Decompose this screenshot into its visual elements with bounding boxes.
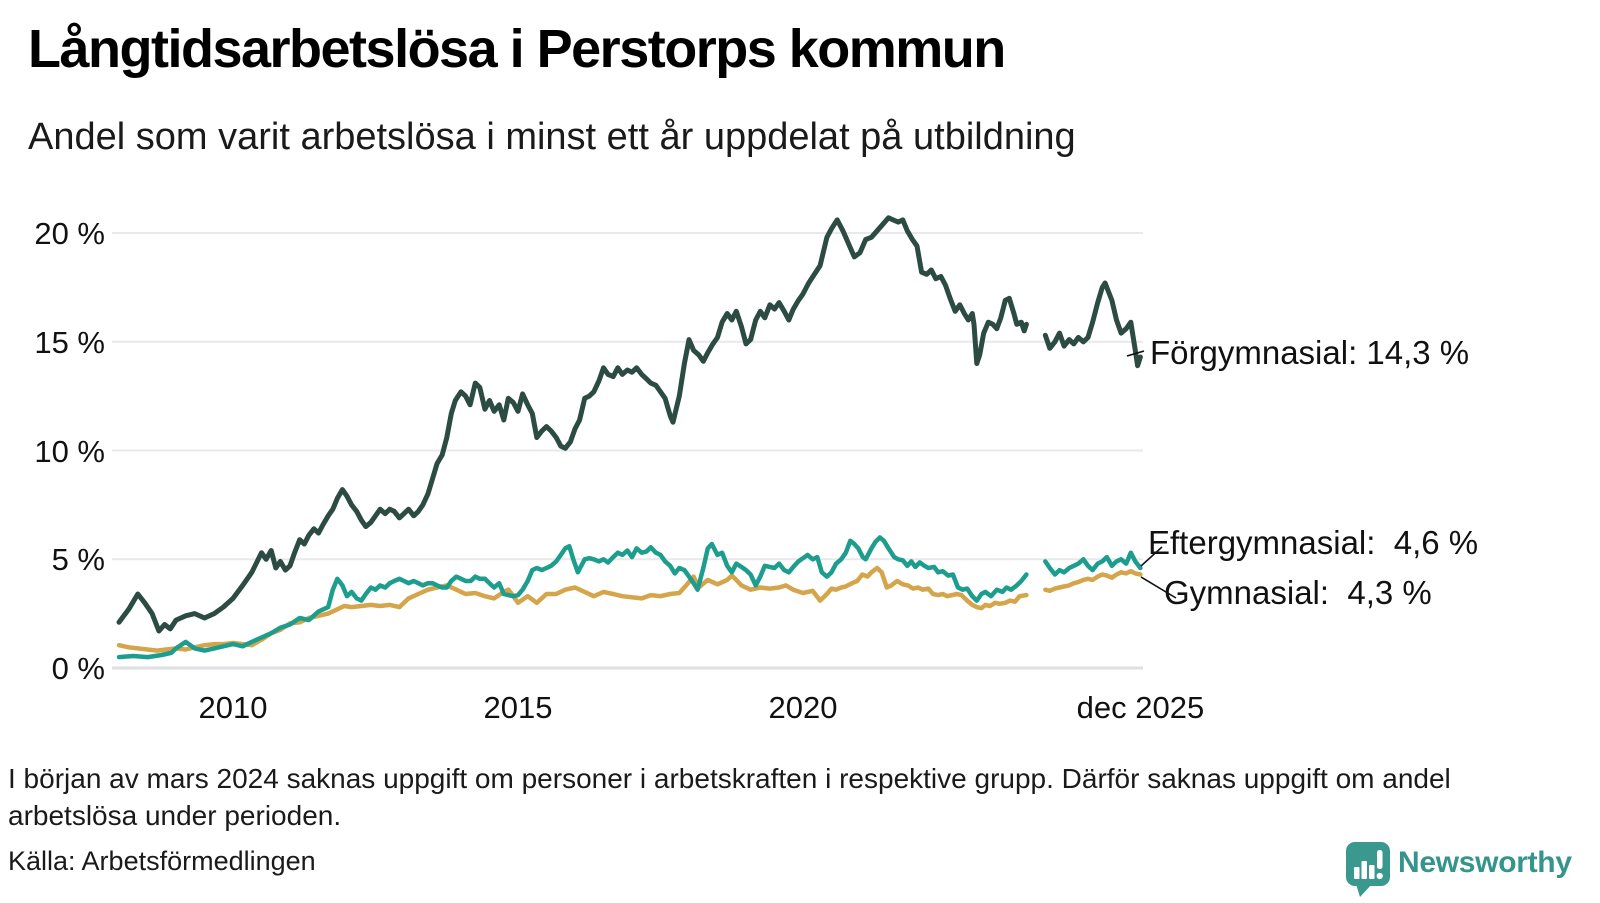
newsworthy-logo-text: Newsworthy — [1398, 846, 1572, 879]
page-title: Långtidsarbetslösa i Perstorps kommun — [28, 19, 1006, 79]
source-note: Källa: Arbetsförmedlingen — [8, 846, 316, 876]
label-connector-gymnasial — [1140, 576, 1177, 599]
line-förgymnasial-segment-1 — [116, 215, 1029, 634]
x-tick-label-2010: 2010 — [198, 690, 268, 725]
line-eftergymnasial-segment-2 — [1043, 550, 1143, 577]
x-tick-label-2020: 2020 — [768, 690, 838, 725]
y-tick-label-5: 5 % — [51, 542, 105, 578]
y-tick-label-15: 15 % — [34, 324, 105, 360]
newsworthy-logo: Newsworthy — [1344, 840, 1574, 898]
line-förgymnasial-segment-2 — [1042, 280, 1143, 369]
x-tick-label-dec-2025: dec 2025 — [1076, 690, 1205, 725]
series-label-gymnasial: Gymnasial: 4,3 % — [1164, 574, 1432, 611]
page-subtitle: Andel som varit arbetslösa i minst ett å… — [28, 116, 1076, 158]
series-label-eftergymnasial: Eftergymnasial: 4,6 % — [1148, 524, 1479, 561]
label-connector-forgymnasial — [1126, 350, 1145, 357]
label-connector-eftergymnasial — [1140, 546, 1163, 567]
chart-footnote: I början av mars 2024 saknas uppgift om … — [8, 763, 1451, 831]
y-tick-label-10: 10 % — [34, 433, 105, 469]
y-tick-label-0: 0 % — [51, 651, 105, 686]
line-gymnasial-segment-2 — [1043, 568, 1143, 594]
series-label-forgymnasial: Förgymnasial: 14,3 % — [1150, 334, 1470, 371]
newsworthy-icon — [1346, 842, 1390, 897]
y-tick-label-20: 20 % — [34, 216, 105, 251]
x-tick-label-2015: 2015 — [483, 690, 553, 725]
line-eftergymnasial-segment-1 — [116, 535, 1029, 660]
